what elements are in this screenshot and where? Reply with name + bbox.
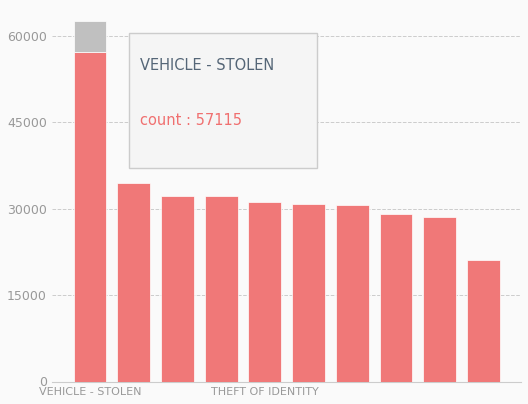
Bar [292,204,325,381]
FancyBboxPatch shape [129,33,317,168]
Bar [249,202,281,381]
Text: VEHICLE - STOLEN: VEHICLE - STOLEN [140,58,275,74]
Bar [205,196,238,381]
Bar [117,183,150,381]
Bar [74,53,107,381]
Bar [467,261,499,381]
Bar [161,196,194,381]
Bar [423,217,456,381]
Bar [74,21,107,53]
Bar [336,204,369,381]
Text: count : 57115: count : 57115 [140,113,242,128]
Bar [380,215,412,381]
